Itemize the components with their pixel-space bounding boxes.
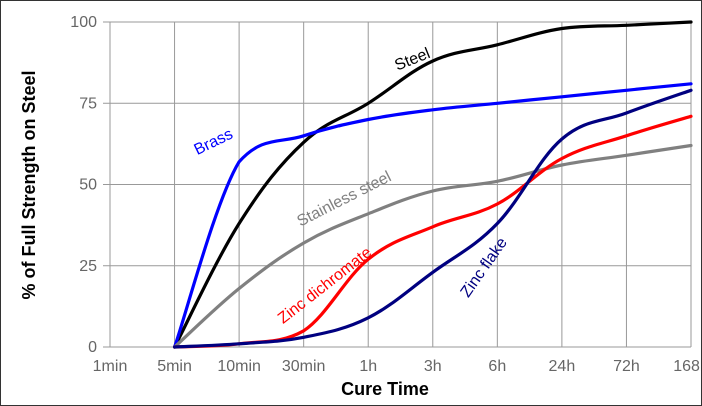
x-tick-label: 24h bbox=[549, 358, 576, 375]
series-line-zinc-flake bbox=[173, 88, 693, 349]
x-tick-label: 1min bbox=[93, 358, 128, 375]
y-axis-title: % of Full Strength on Steel bbox=[19, 71, 39, 300]
x-tick-label: 168h bbox=[673, 358, 701, 375]
y-tick-label: 75 bbox=[79, 95, 97, 112]
x-tick-label: 3h bbox=[424, 358, 442, 375]
curve-label-zinc-dichromate: Zinc dichromate bbox=[275, 244, 375, 328]
y-tick-label: 0 bbox=[88, 339, 97, 356]
y-tick-label: 50 bbox=[79, 177, 97, 194]
series-line-brass bbox=[173, 82, 693, 349]
series-lines bbox=[173, 20, 693, 349]
curve-label-stainless-steel: Stainless steel bbox=[294, 168, 394, 230]
series-line-steel bbox=[173, 20, 693, 349]
y-tick-label: 100 bbox=[70, 14, 97, 31]
curve-label-zinc-flake: Zinc flake bbox=[458, 235, 511, 301]
x-tick-label: 30min bbox=[282, 358, 326, 375]
axes: 1min 5min 10min 30min 1h 3h 6h 24h 72h 168h 0 25 50 7… bbox=[70, 14, 701, 375]
x-tick-label: 10min bbox=[217, 358, 261, 375]
x-tick-label: 1h bbox=[359, 358, 377, 375]
x-axis-title: Cure Time bbox=[341, 379, 429, 399]
curve-label-steel: Steel bbox=[392, 45, 432, 74]
x-tick-label: 72h bbox=[613, 358, 640, 375]
x-tick-label: 6h bbox=[488, 358, 506, 375]
x-tick-label: 5min bbox=[157, 358, 192, 375]
curve-label-brass: Brass bbox=[192, 126, 236, 159]
series-line-stainless-steel bbox=[173, 143, 693, 349]
y-tick-label: 25 bbox=[79, 258, 97, 275]
